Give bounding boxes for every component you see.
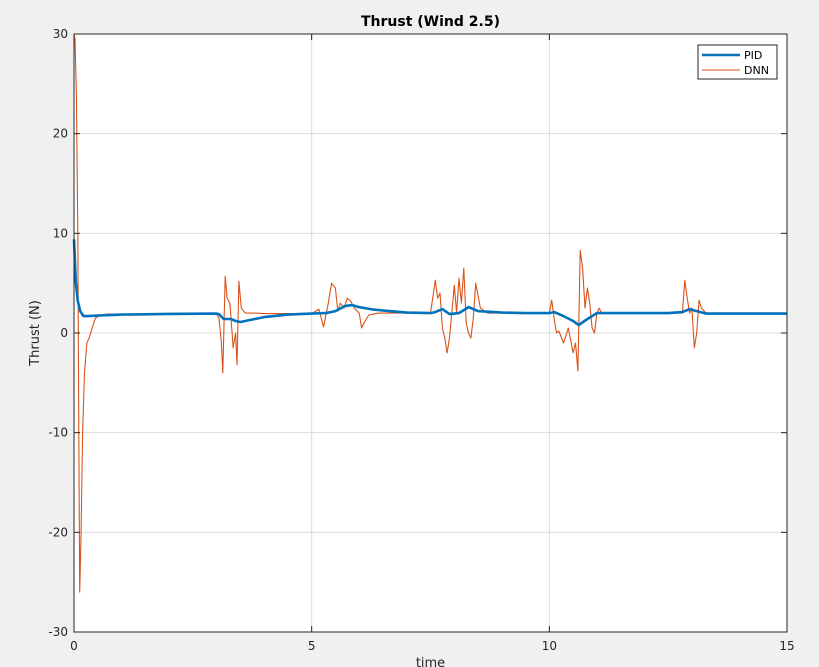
y-tick-label: 10 (53, 226, 68, 240)
y-tick-label: 0 (60, 326, 68, 340)
y-tick-label: 30 (53, 27, 68, 41)
y-tick-label: -10 (48, 426, 68, 440)
series-line-pid (72, 239, 787, 327)
axes: 0 5 10 15 -30 -20 -10 0 10 20 30 (48, 27, 794, 653)
legend-label-pid: PID (744, 49, 762, 62)
legend: PID DNN (697, 44, 778, 80)
x-axis-label: time (416, 656, 445, 667)
legend-label-dnn: DNN (744, 64, 769, 77)
legend-box (697, 44, 778, 80)
y-tick-label: -20 (48, 525, 68, 539)
x-tick-label: 5 (308, 639, 316, 653)
grid (74, 34, 787, 632)
x-tick-label: 10 (542, 639, 557, 653)
y-tick-label: 20 (53, 127, 68, 141)
y-axis-label: Thrust (N) (28, 300, 43, 367)
series-group (72, 33, 787, 593)
y-tick-label: -30 (48, 625, 68, 639)
series-line-dnn (73, 33, 787, 593)
x-tick-label: 15 (779, 639, 794, 653)
x-tick-label: 0 (70, 639, 78, 653)
chart-title: Thrust (Wind 2.5) (361, 14, 500, 30)
